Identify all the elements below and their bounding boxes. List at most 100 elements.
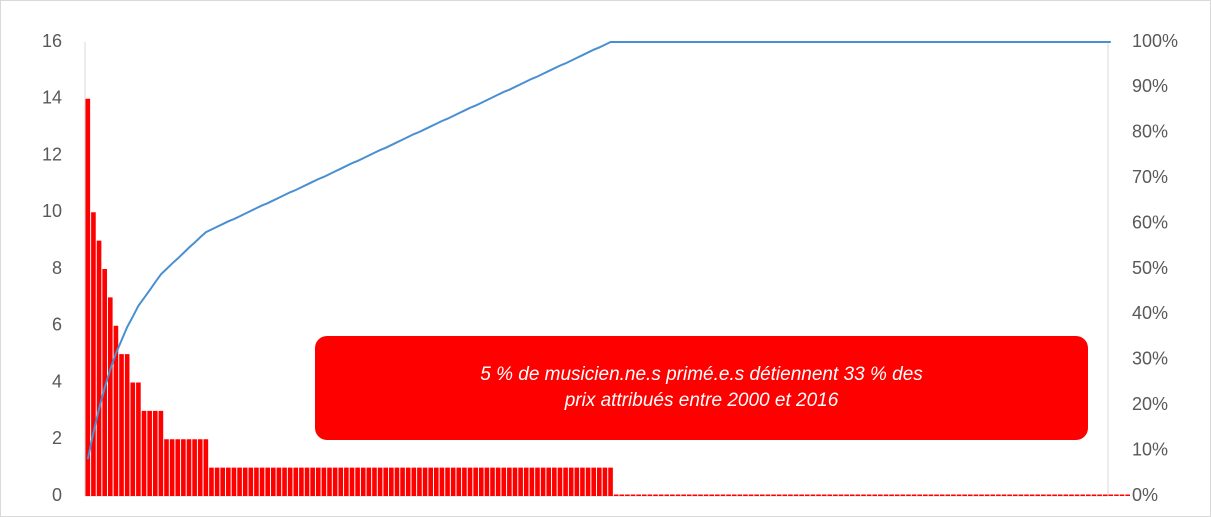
bar (951, 494, 956, 496)
bar (900, 494, 906, 496)
bar (540, 467, 546, 496)
bar (737, 494, 743, 496)
bar (529, 467, 535, 496)
bar (107, 297, 113, 496)
bar (383, 467, 389, 496)
bar (445, 467, 450, 496)
bar (793, 494, 799, 496)
bar (85, 98, 91, 496)
bar (344, 467, 349, 496)
bar (270, 467, 276, 496)
bar (664, 494, 670, 496)
bar (726, 494, 731, 496)
bar (1029, 494, 1035, 496)
y2-tick-label: 80% (1132, 122, 1168, 142)
bar (563, 467, 568, 496)
bar (1091, 494, 1097, 496)
bar (366, 467, 372, 496)
bar (1046, 494, 1052, 496)
bar (417, 467, 422, 496)
bar (568, 467, 574, 496)
bar (967, 494, 973, 496)
bar (113, 325, 119, 496)
y2-tick-label: 20% (1132, 394, 1168, 414)
bar (613, 494, 619, 496)
bar (636, 494, 641, 496)
bar (293, 467, 299, 496)
bar (507, 467, 512, 496)
bar (821, 494, 827, 496)
bar (315, 467, 321, 496)
bar (535, 467, 540, 496)
bar (456, 467, 462, 496)
bar (979, 494, 984, 496)
bar (467, 467, 473, 496)
bar (754, 494, 760, 496)
bar (574, 467, 580, 496)
bar (254, 467, 259, 496)
bar (810, 494, 816, 496)
bar (1108, 494, 1114, 496)
bar (878, 494, 883, 496)
bar (1080, 494, 1086, 496)
bar (608, 467, 613, 496)
bar (214, 467, 220, 496)
y2-tick-label: 40% (1132, 303, 1168, 323)
bar (1069, 494, 1074, 496)
bar (91, 212, 96, 496)
bar (439, 467, 445, 496)
bar (1024, 494, 1029, 496)
bar (602, 467, 608, 496)
bar (389, 467, 394, 496)
bar (158, 410, 164, 496)
bar (866, 494, 872, 496)
bar (276, 467, 282, 496)
bar (658, 494, 664, 496)
bar (709, 494, 715, 496)
bar (248, 467, 254, 496)
bar (355, 467, 360, 496)
bar (557, 467, 563, 496)
y2-tick-label: 70% (1132, 167, 1168, 187)
bar (242, 467, 248, 496)
bar (197, 439, 203, 496)
bar (372, 467, 377, 496)
bar (911, 494, 917, 496)
bar (788, 494, 793, 496)
bar (844, 494, 849, 496)
bar (861, 494, 866, 496)
bar (585, 467, 591, 496)
y2-tick-label: 100% (1132, 31, 1178, 51)
bar (990, 494, 996, 496)
bar (1097, 494, 1102, 496)
bar (237, 467, 242, 496)
y-tick-label: 0 (52, 485, 62, 505)
bar (152, 410, 158, 496)
bar (136, 382, 141, 496)
bar (653, 494, 658, 496)
y-tick-label: 4 (52, 371, 62, 391)
bar (872, 494, 878, 496)
bar (889, 494, 894, 496)
bar (1074, 494, 1080, 496)
bar (760, 494, 765, 496)
bar (731, 494, 737, 496)
cumulative-line (86, 41, 1111, 460)
bar (164, 439, 169, 496)
y-tick-label: 6 (52, 315, 62, 335)
bar (686, 494, 692, 496)
bar (996, 494, 1001, 496)
bar (928, 494, 934, 496)
bar (523, 467, 529, 496)
bar (181, 439, 186, 496)
bar (1057, 494, 1063, 496)
bar (1114, 494, 1119, 496)
bar (473, 467, 478, 496)
bar (203, 439, 209, 496)
y-tick-label: 8 (52, 258, 62, 278)
bar (338, 467, 344, 496)
bar (799, 494, 804, 496)
y-tick-label: 16 (42, 31, 62, 51)
bar (698, 494, 703, 496)
